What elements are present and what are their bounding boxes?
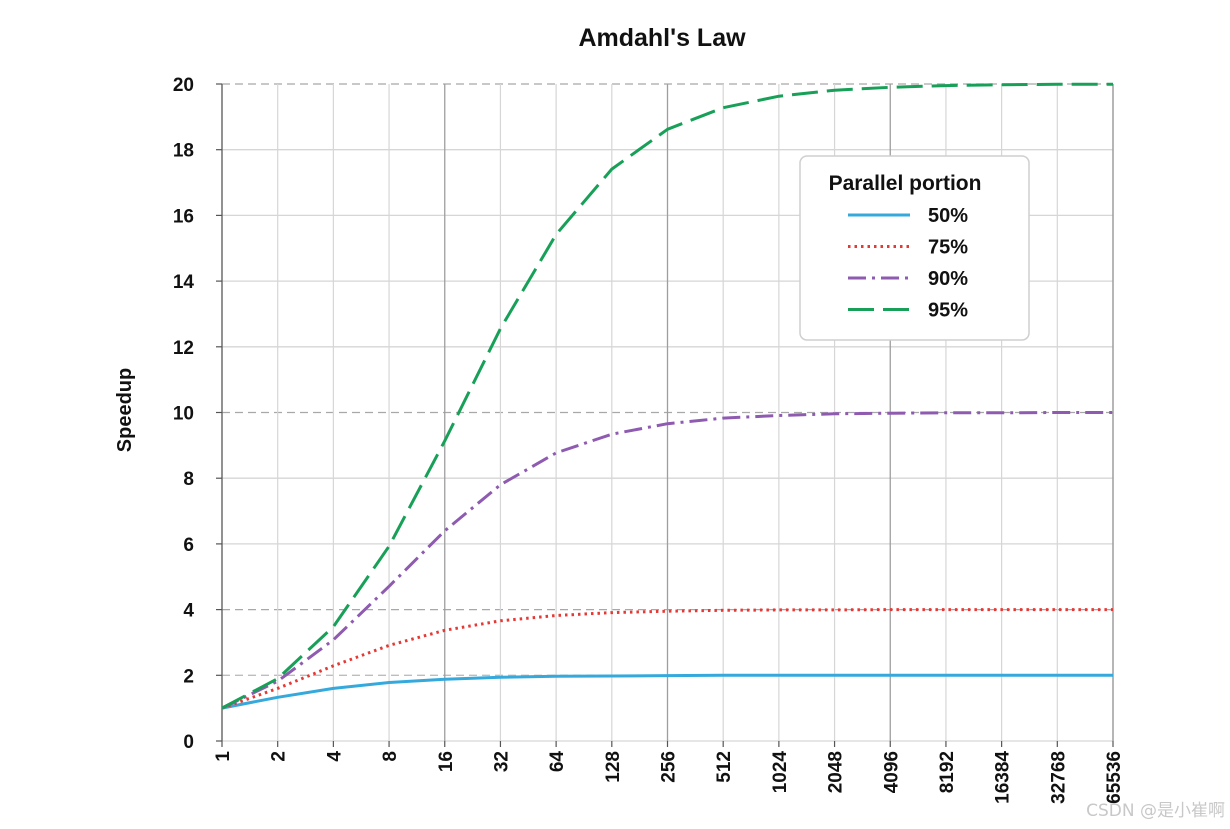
legend-items: 50% 75% 90% 95%	[848, 205, 968, 322]
y-tick-label: 14	[173, 272, 195, 293]
x-tick-label: 32768	[1048, 751, 1069, 804]
x-tick-label: 1024	[770, 751, 791, 794]
legend-label: 50%	[928, 205, 968, 227]
x-tick-label: 256	[659, 751, 680, 783]
legend-title: Parallel portion	[829, 172, 982, 195]
x-tick-label: 4096	[881, 751, 902, 793]
legend-label: 95%	[928, 300, 968, 322]
x-tick-label: 16384	[993, 751, 1014, 804]
y-tick-label: 8	[183, 469, 194, 490]
x-tick-label: 2048	[826, 751, 847, 793]
series-lines	[221, 82, 1113, 710]
x-tick-label: 1	[213, 751, 234, 762]
series-line-90pct	[221, 411, 1113, 710]
chart-title: Amdahl's Law	[578, 24, 746, 52]
x-tick-label: 512	[714, 751, 735, 783]
series-line-50pct	[221, 673, 1113, 710]
y-tick-label: 4	[183, 601, 194, 622]
y-tick-label: 10	[173, 404, 194, 425]
y-tick-label: 6	[183, 535, 194, 556]
y-tick-label: 2	[183, 666, 194, 687]
x-tick-label: 8	[380, 751, 401, 762]
legend-label: 75%	[928, 237, 968, 259]
legend: Parallel portion 50% 75% 90% 95%	[799, 155, 1030, 341]
legend-label: 90%	[928, 268, 968, 290]
x-tick-label: 8192	[937, 751, 958, 793]
y-tick-label: 16	[173, 206, 194, 227]
x-tick-label: 32	[491, 751, 512, 772]
y-axis-label: Speedup	[114, 368, 136, 452]
x-tick-label: 128	[603, 751, 624, 783]
legend-box	[799, 155, 1030, 341]
x-tick-label: 64	[547, 751, 568, 773]
y-tick-label: 0	[183, 732, 194, 753]
y-tick-label: 20	[173, 75, 194, 96]
x-tick-label: 16	[436, 751, 457, 772]
y-tick-label: 12	[173, 338, 194, 359]
series-line-95pct	[221, 82, 1113, 710]
y-tick-label: 18	[173, 141, 194, 162]
x-tick-label: 65536	[1104, 751, 1125, 804]
watermark: CSDN @是小崔啊	[1086, 801, 1225, 821]
x-tick-label: 2	[269, 751, 290, 762]
x-tick-label: 4	[324, 751, 345, 762]
